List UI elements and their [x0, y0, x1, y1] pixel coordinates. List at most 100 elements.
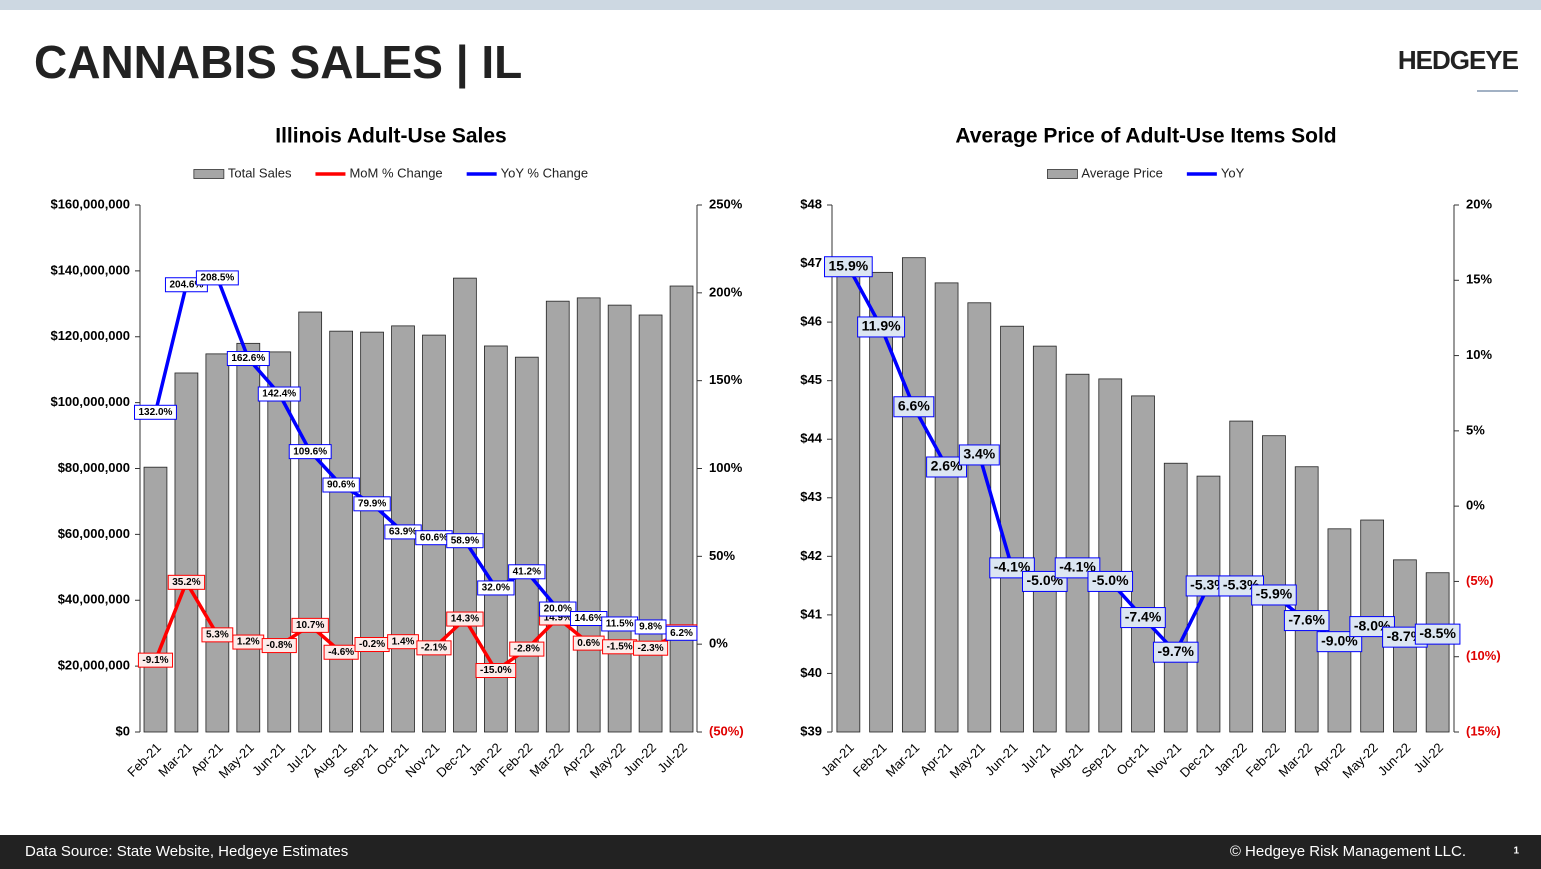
legend-label: YoY [1221, 165, 1245, 180]
data-label-box [1283, 610, 1330, 632]
y2-tick-label: 0% [1466, 498, 1485, 513]
bar [174, 372, 199, 733]
x-tick-label: Feb-21 [850, 740, 890, 780]
bar [236, 342, 261, 733]
data-label: 15.9% [824, 256, 873, 278]
bar [901, 257, 926, 733]
x-tick-label: Mar-21 [155, 740, 195, 780]
data-label-text: 9.8% [639, 622, 662, 633]
bar [453, 277, 477, 733]
data-label-box [633, 640, 669, 656]
data-label: 162.6% [226, 351, 270, 367]
data-label-box [322, 477, 360, 493]
data-label: -4.6% [323, 644, 359, 660]
chart-title: Average Price of Adult-Use Items Sold [955, 125, 1336, 148]
data-label-text: -8.5% [1419, 625, 1456, 641]
data-label: -0.8% [261, 638, 297, 654]
data-label-text: 58.9% [451, 535, 479, 546]
data-label-box [1251, 584, 1297, 606]
bar [638, 314, 663, 733]
data-label-box [137, 652, 174, 668]
data-label-text: 132.0% [139, 407, 173, 418]
y-tick-label: $45 [800, 372, 822, 387]
data-label-text: -5.0% [1027, 572, 1064, 588]
x-tick-label: Jun-22 [620, 740, 659, 779]
data-label-text: 14.9% [544, 613, 572, 624]
data-label-text: -9.7% [1157, 643, 1194, 659]
y-tick-label: $40 [800, 665, 822, 680]
data-label-box [195, 270, 239, 286]
data-label-text: -9.0% [1321, 632, 1358, 648]
data-label-text: 5.3% [206, 629, 229, 640]
data-label-text: 6.6% [898, 397, 930, 413]
data-label-text: -2.1% [421, 642, 447, 653]
data-label-box [353, 496, 391, 512]
data-label-text: -2.3% [638, 643, 664, 654]
y-tick-label: $0 [116, 723, 130, 738]
y-tick-label: $60,000,000 [58, 526, 130, 541]
y2-tick-label: (50%) [709, 723, 744, 738]
legend-swatch [193, 169, 225, 179]
data-label-text: 204.6% [169, 279, 203, 290]
y2-tick-label: 0% [709, 636, 728, 651]
data-label: -9.7% [1152, 641, 1199, 663]
data-label-text: -4.1% [994, 559, 1031, 575]
data-label-box [416, 640, 452, 656]
y-tick-label: $120,000,000 [50, 328, 130, 343]
x-tick-label: Mar-22 [1276, 740, 1316, 780]
x-tick-label: Feb-21 [124, 740, 164, 780]
bar [934, 282, 959, 733]
data-label: 1.4% [387, 634, 419, 650]
data-label-box [857, 316, 906, 338]
data-label-box [257, 386, 301, 402]
x-tick-label: Jun-22 [1375, 740, 1414, 779]
x-tick-label: Jun-21 [249, 740, 288, 779]
y-tick-label: $46 [800, 314, 822, 329]
x-tick-label: Dec-21 [433, 740, 473, 780]
data-label-box [288, 444, 332, 460]
page-title: CANNABIS SALES | IL [34, 36, 522, 88]
bar [576, 297, 601, 733]
y-tick-label: $100,000,000 [50, 394, 130, 409]
x-tick-label: Dec-21 [1177, 740, 1217, 780]
bar [669, 285, 694, 733]
data-label: -15.0% [475, 663, 517, 679]
data-label: -1.5% [602, 639, 638, 655]
data-label-box [134, 404, 177, 420]
x-tick-label: May-22 [1339, 740, 1380, 781]
y-tick-label: $41 [800, 606, 822, 621]
x-tick-label: Jan-22 [1211, 740, 1250, 779]
legend-label: YoY % Change [501, 165, 588, 180]
data-label: -7.6% [1283, 610, 1330, 632]
data-label: -2.8% [509, 641, 545, 657]
bar [267, 351, 292, 733]
bar [514, 356, 539, 733]
data-label-text: 35.2% [172, 577, 200, 588]
bar [1032, 345, 1057, 733]
data-label: 2.6% [926, 456, 968, 478]
x-tick-label: May-21 [947, 740, 988, 781]
data-label-box [226, 351, 270, 367]
data-label: 6.6% [893, 396, 935, 418]
data-label: 20.0% [539, 601, 577, 617]
data-label-box [1152, 641, 1199, 663]
data-label-text: 14.6% [575, 613, 603, 624]
legend-label: Total Sales [228, 165, 292, 180]
data-label-text: 3.4% [963, 446, 995, 462]
data-label-text: 41.2% [513, 566, 541, 577]
y2-tick-label: 5% [1466, 422, 1485, 437]
data-label-box [323, 644, 359, 660]
data-label-text: -5.3% [1223, 577, 1260, 593]
data-label: 6.2% [665, 625, 698, 641]
bar [545, 300, 570, 733]
data-label-text: 79.9% [358, 498, 386, 509]
data-label: 14.3% [446, 611, 484, 627]
chart-title: Illinois Adult-Use Sales [275, 125, 506, 148]
data-label-box [446, 533, 484, 549]
footer-bar [0, 835, 1541, 869]
data-label-text: -5.9% [1256, 586, 1293, 602]
data-label-text: -15.0% [480, 665, 512, 676]
data-label-text: 1.2% [237, 637, 260, 648]
bar [1065, 373, 1090, 733]
data-label-text: 109.6% [293, 446, 327, 457]
